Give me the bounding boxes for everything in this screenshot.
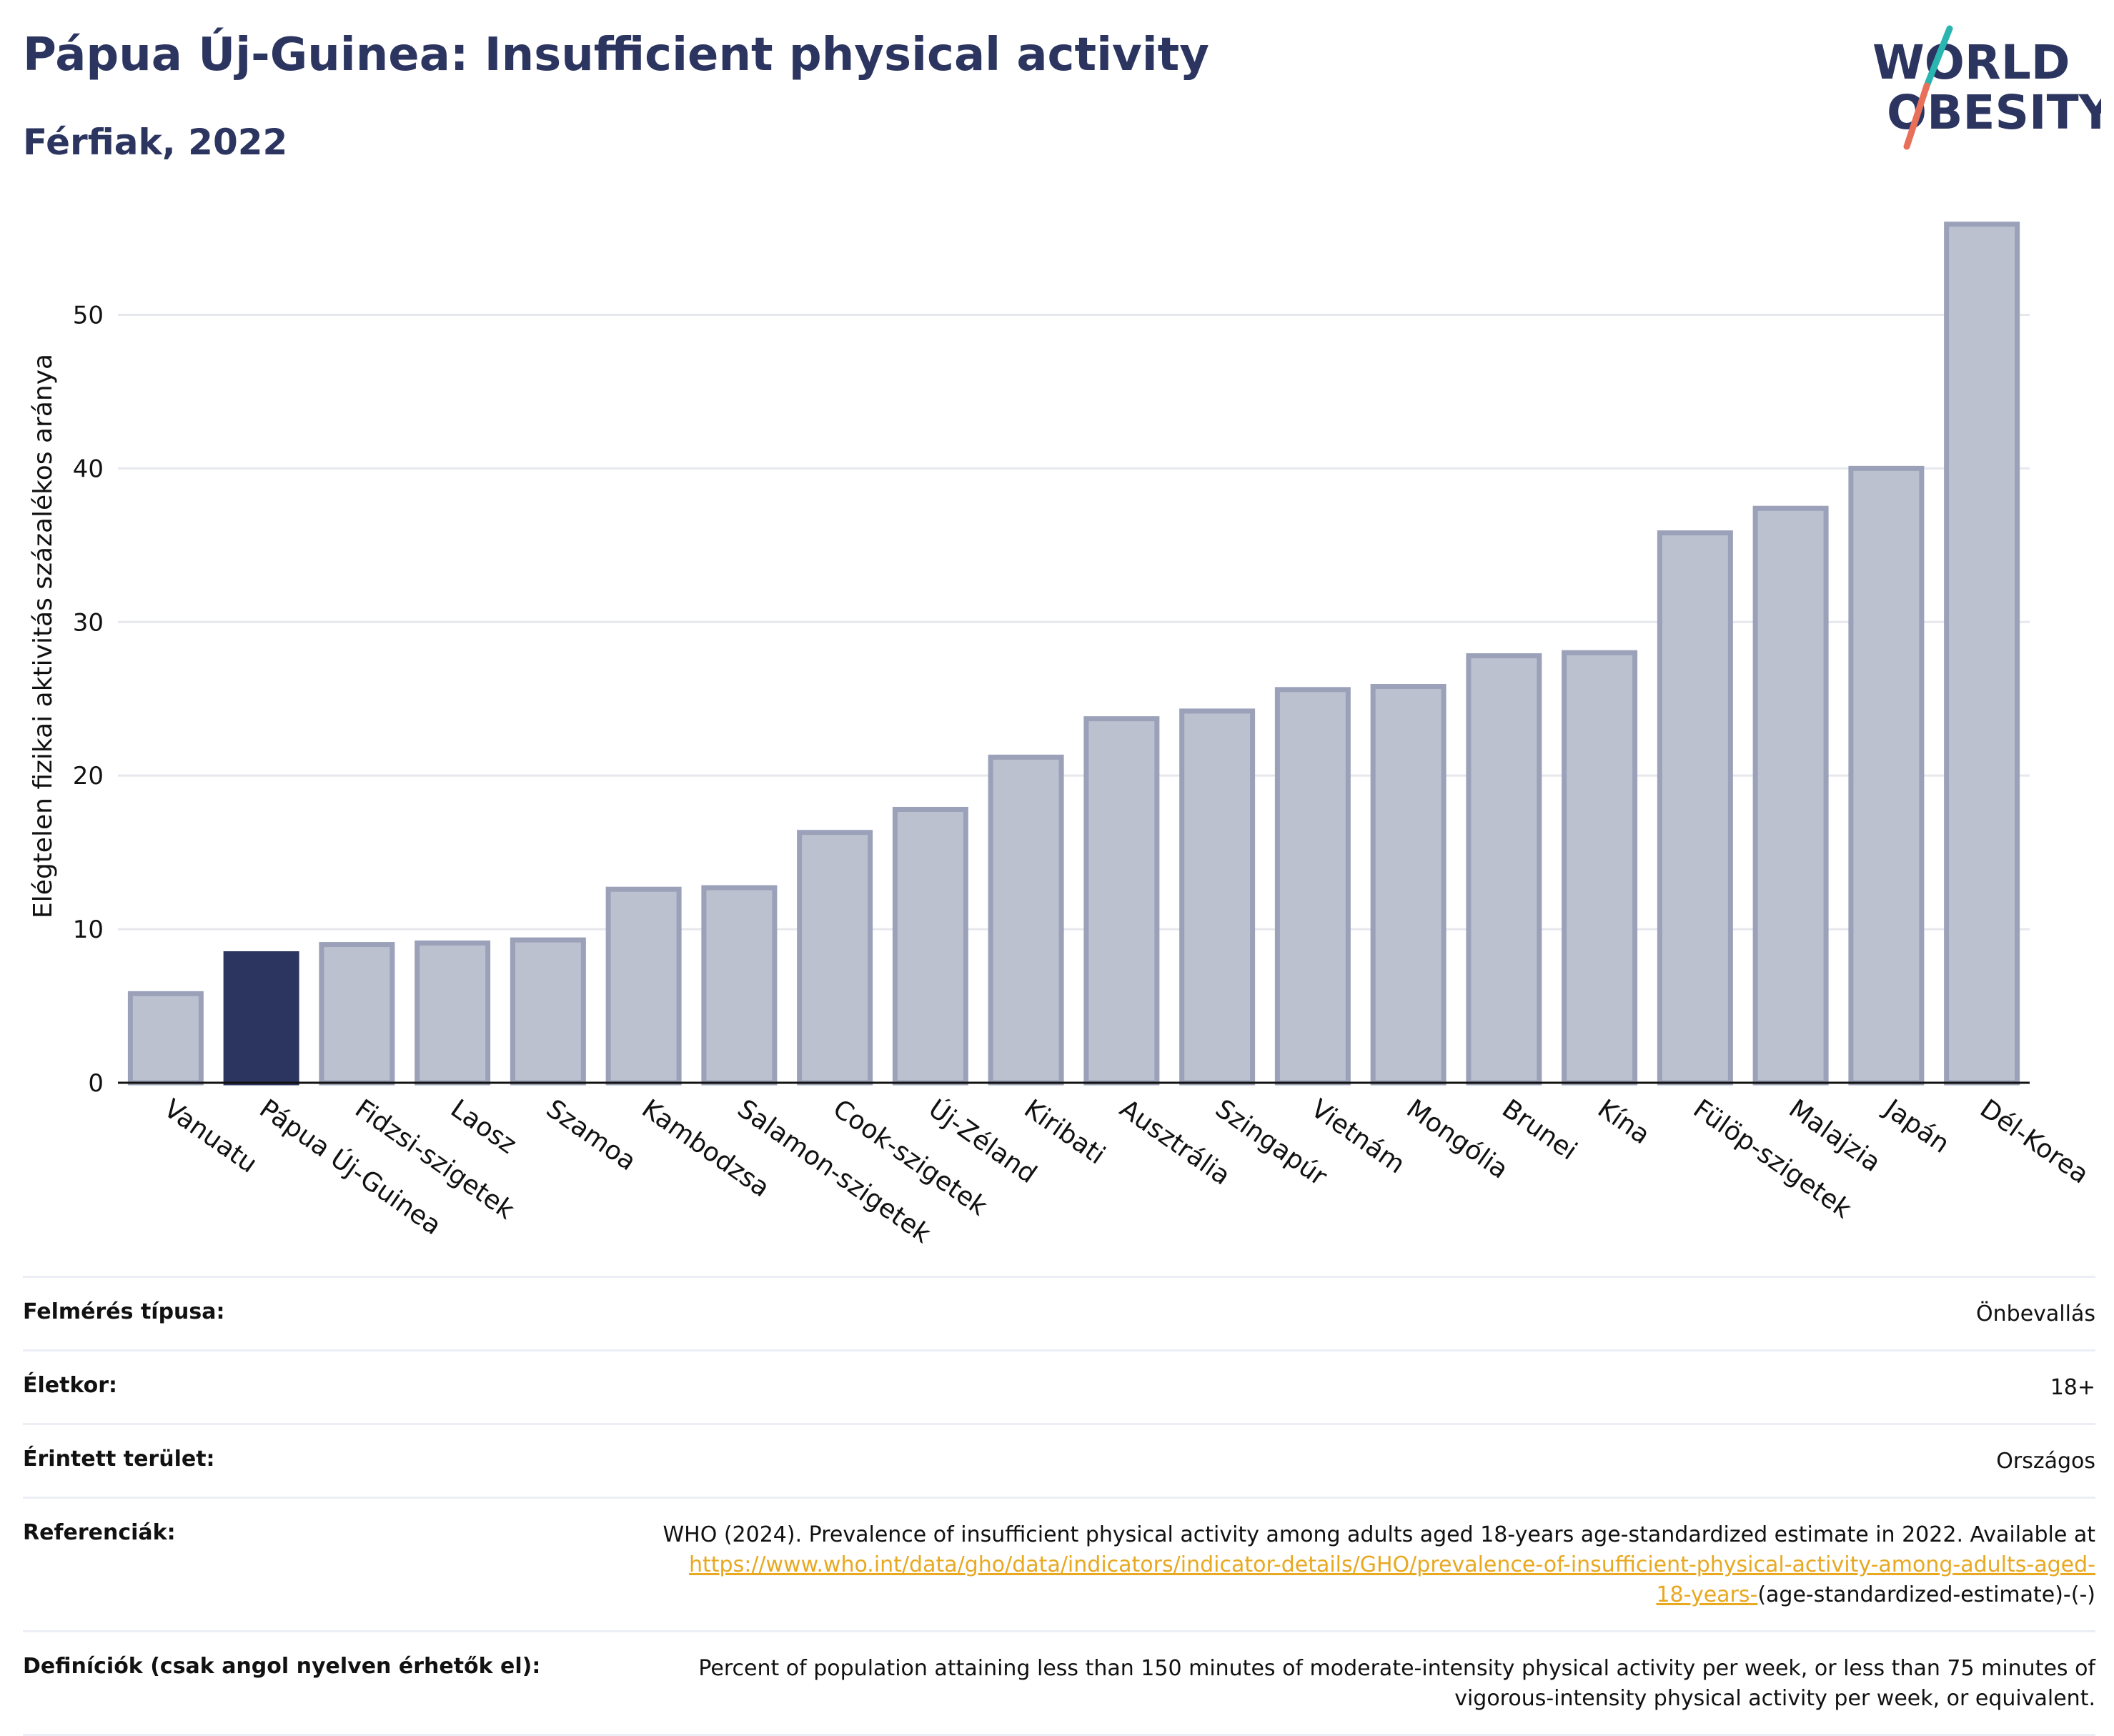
definitions-label: Definíciók (csak angol nyelven érhetők e… — [23, 1654, 541, 1679]
x-tick-label: Japán — [1878, 1093, 1955, 1159]
meta-row-area: Érintett terület: Országos — [23, 1423, 2095, 1497]
chart-title: Pápua Új-Guinea: Insufficient physical a… — [23, 29, 1209, 81]
age-label: Életkor: — [23, 1373, 118, 1398]
bar-9 — [988, 754, 1064, 1086]
bar-16 — [1657, 530, 1733, 1086]
x-tick-label: Mongólia — [1401, 1094, 1513, 1185]
definitions-line1: Percent of population attaining less tha… — [698, 1656, 2095, 1681]
bar-13 — [1370, 684, 1446, 1086]
meta-row-age: Életkor: 18+ — [23, 1349, 2095, 1423]
bar-12 — [1274, 687, 1351, 1086]
logo-slash-teal — [1923, 25, 1953, 89]
world-obesity-logo: WORLD OBESITY — [1872, 25, 2101, 150]
bar-10 — [1083, 716, 1160, 1086]
survey-type-value: Önbevallás — [1976, 1301, 2095, 1326]
bar-1 — [223, 951, 299, 1086]
logo-slash-coral — [1903, 82, 1930, 150]
meta-row-definitions: Definíciók (csak angol nyelven érhetők e… — [23, 1630, 2095, 1736]
logo-text-world: WORLD — [1872, 35, 2070, 90]
bar-4 — [510, 937, 586, 1086]
bars — [127, 222, 2020, 1086]
bar-11 — [1179, 708, 1256, 1086]
x-tick-label: Fülöp-szigetek — [1688, 1094, 1857, 1224]
definitions-line2: vigorous-intensity physical activity per… — [1454, 1686, 2095, 1711]
bar-5 — [605, 886, 682, 1086]
bar-15 — [1562, 650, 1638, 1086]
bar-0 — [127, 991, 204, 1086]
x-tick-label: Szamoa — [541, 1094, 642, 1177]
y-tick-label: 40 — [73, 455, 104, 483]
y-tick-label: 0 — [88, 1069, 104, 1098]
references-link-cont[interactable]: 18-years- — [1656, 1582, 1758, 1607]
y-tick-label: 50 — [73, 301, 104, 329]
bar-18 — [1848, 465, 1925, 1086]
area-label: Érintett terület: — [23, 1447, 215, 1472]
x-tick-label: Vanuatu — [159, 1094, 262, 1179]
x-tick-label: Dél-Korea — [1975, 1094, 2094, 1190]
bar-8 — [892, 806, 968, 1086]
chart-subtitle: Férfiak, 2022 — [23, 121, 288, 163]
bar-2 — [319, 942, 395, 1086]
survey-type-label: Felmérés típusa: — [23, 1299, 225, 1324]
x-tick-label: Laosz — [445, 1094, 522, 1160]
bar-3 — [415, 940, 491, 1086]
bar-14 — [1466, 653, 1542, 1086]
definitions-value: Percent of population attaining less tha… — [698, 1654, 2095, 1714]
references-suffix: (age-standardized-estimate)-(-) — [1757, 1582, 2095, 1607]
bar-7 — [797, 830, 873, 1086]
y-tick-label: 30 — [73, 608, 104, 637]
metadata-table: Felmérés típusa: Önbevallás Életkor: 18+… — [23, 1276, 2095, 1736]
references-value: WHO (2024). Prevalence of insufficient p… — [663, 1520, 2095, 1610]
meta-row-references: Referenciák: WHO (2024). Prevalence of i… — [23, 1497, 2095, 1630]
x-tick-label: Brunei — [1497, 1094, 1582, 1166]
bar-6 — [701, 885, 778, 1086]
x-tick-label: Kína — [1592, 1094, 1655, 1151]
grid-lines — [118, 313, 2030, 931]
y-tick-label: 20 — [73, 762, 104, 790]
age-value: 18+ — [2050, 1375, 2095, 1400]
meta-row-survey-type: Felmérés típusa: Önbevallás — [23, 1276, 2095, 1349]
references-label: Referenciák: — [23, 1520, 176, 1545]
bar-17 — [1752, 505, 1829, 1086]
x-tick-label: Fidzsi-szigetek — [349, 1094, 520, 1226]
y-axis-label: Elégtelen fizikai aktivitás százalékos a… — [29, 354, 58, 918]
bar-19 — [1944, 222, 2020, 1086]
references-text: WHO (2024). Prevalence of insufficient p… — [663, 1522, 2095, 1547]
axes: 0 10 20 30 40 50 — [73, 301, 2030, 1098]
references-link[interactable]: https://www.who.int/data/gho/data/indica… — [689, 1552, 2095, 1577]
area-value: Országos — [1996, 1449, 2095, 1474]
x-tick-label: Pápua Új-Guinea — [254, 1093, 447, 1241]
y-tick-label: 10 — [73, 916, 104, 944]
